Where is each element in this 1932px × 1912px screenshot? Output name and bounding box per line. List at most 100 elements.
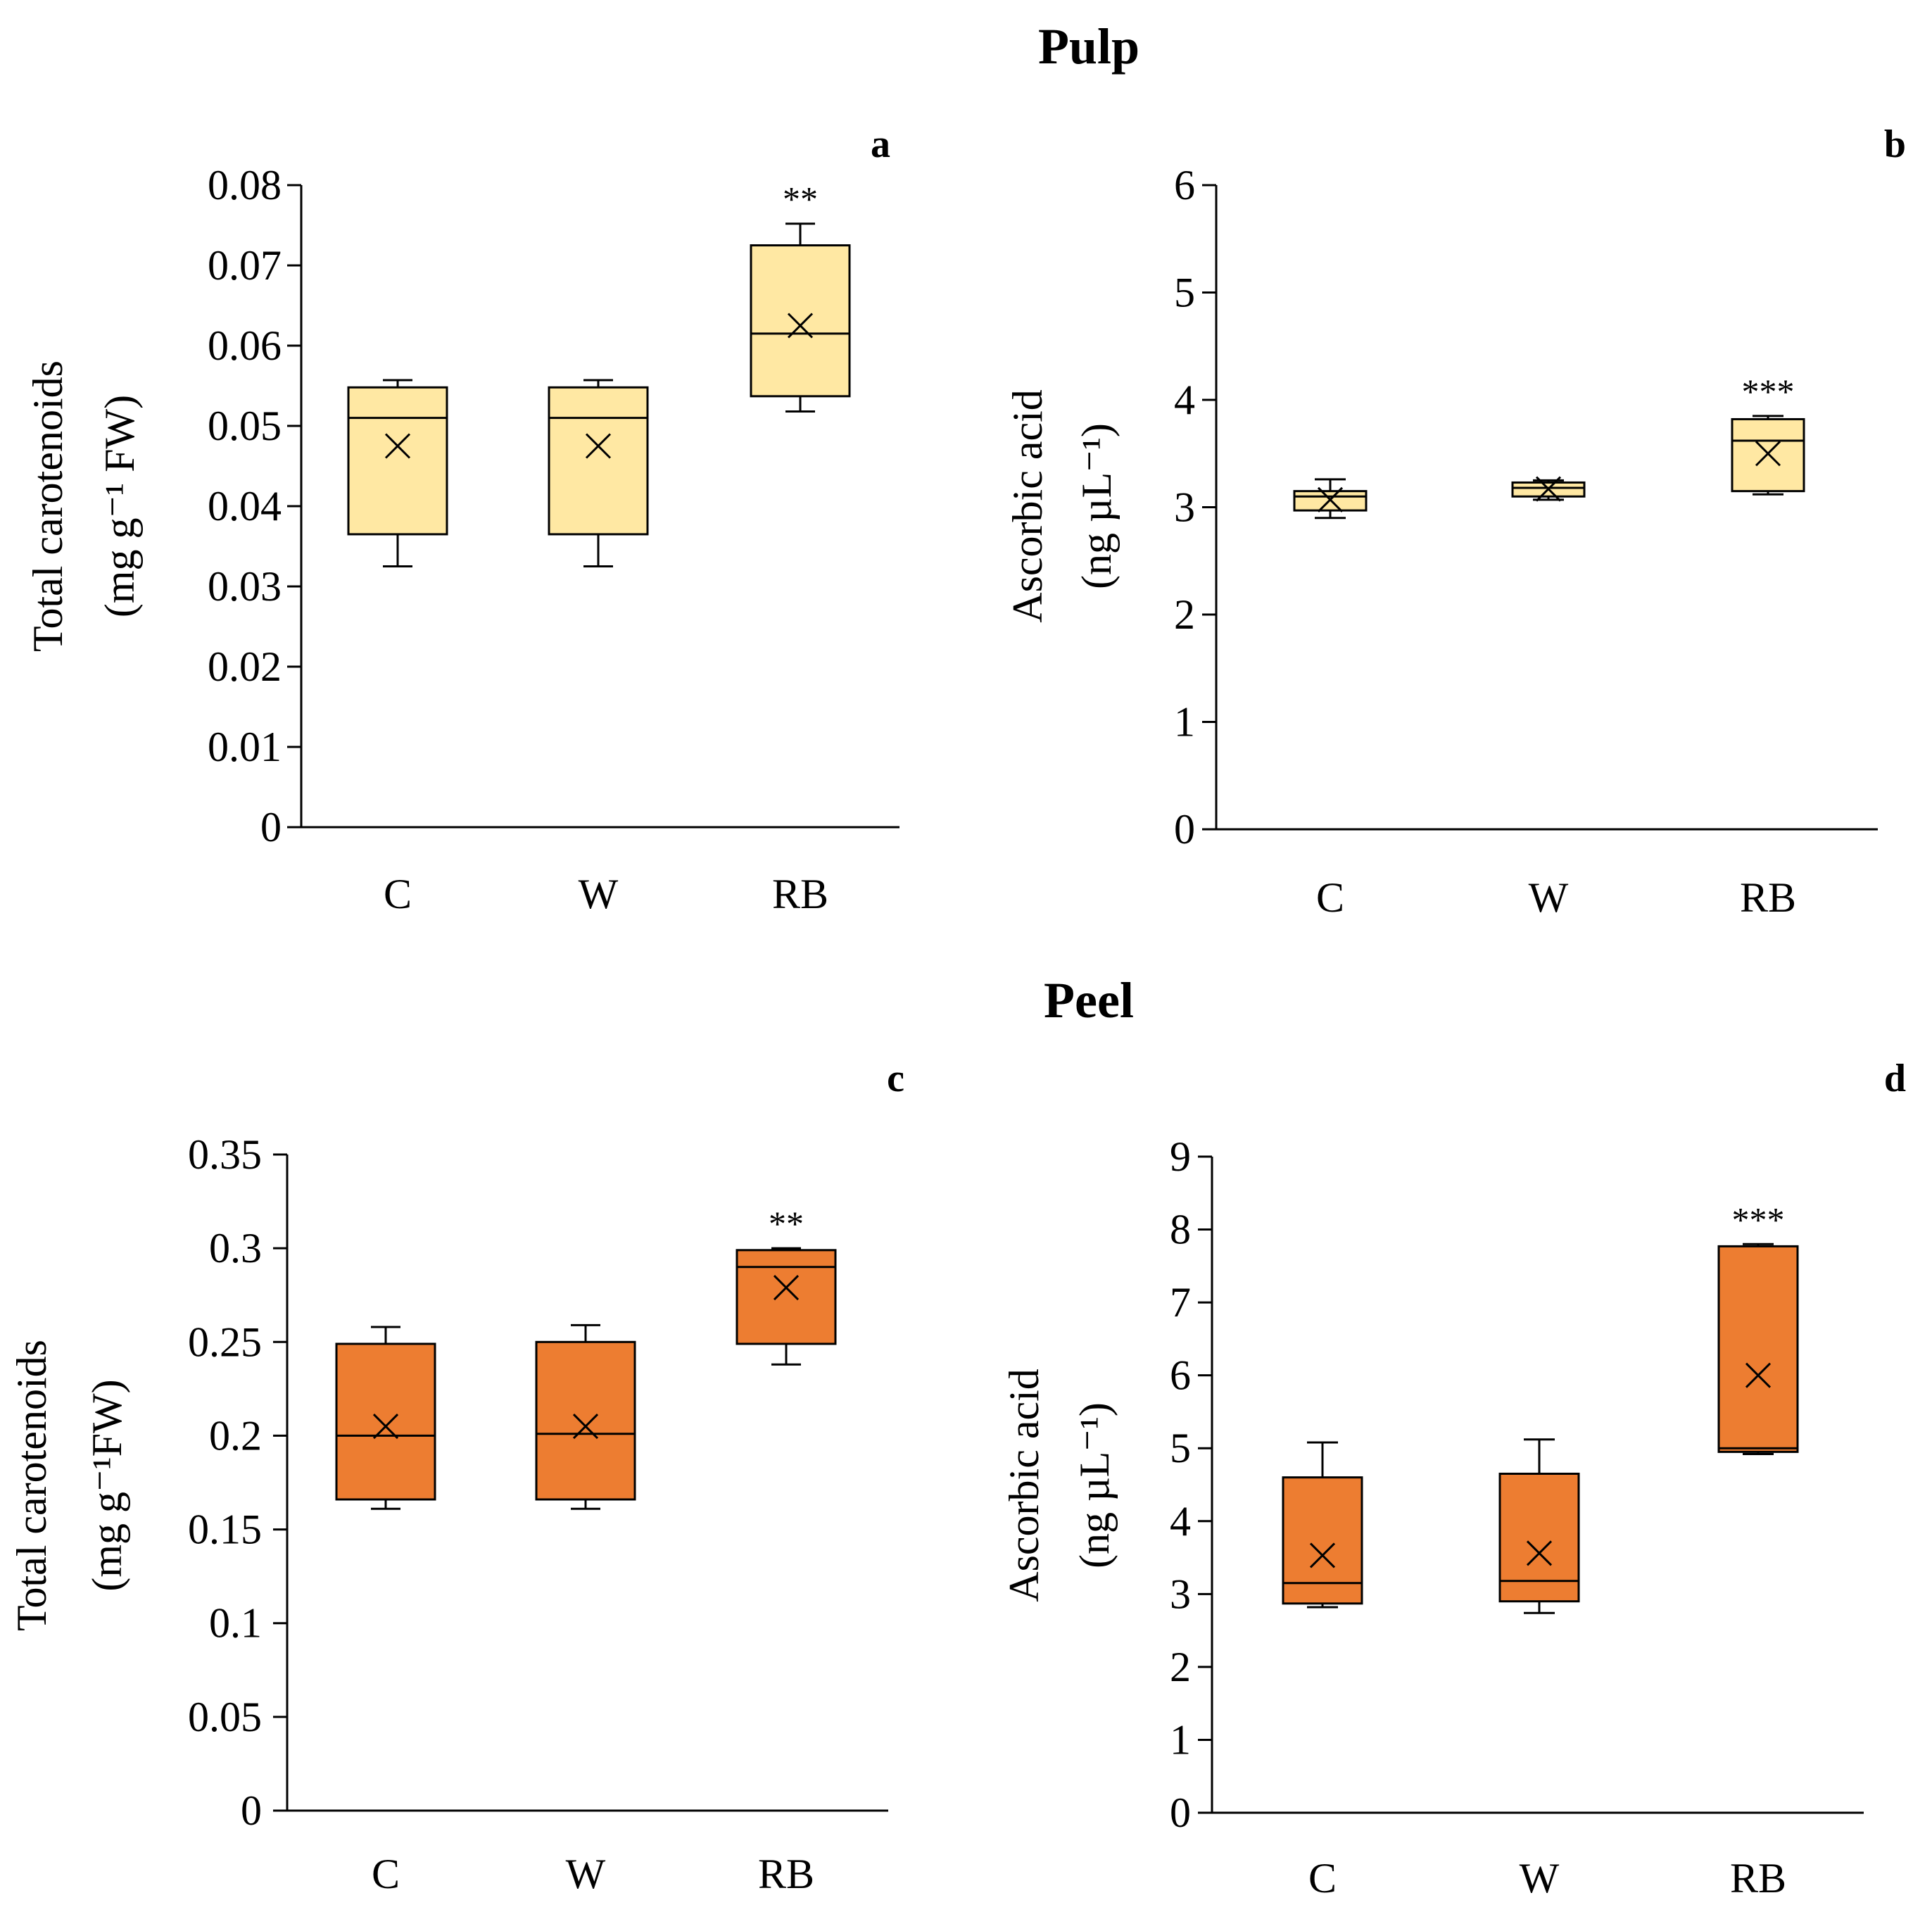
y-axis-label: Total carotenoids (25, 360, 71, 652)
box-c (335, 1326, 436, 1510)
box-c (1293, 478, 1368, 520)
mean-marker (1526, 1540, 1553, 1566)
mean-marker-stroke (787, 313, 814, 339)
y-tick-label: 0 (1170, 1790, 1191, 1836)
box-rb: ** (735, 1204, 837, 1366)
y-tick-label: 5 (1170, 1425, 1191, 1471)
mean-marker (372, 1414, 399, 1440)
mean-marker (572, 1414, 599, 1440)
y-tick-label: 2 (1174, 591, 1195, 638)
x-category-label: W (566, 1851, 606, 1897)
iqr-box (535, 1340, 636, 1501)
box-rb: ** (750, 180, 851, 413)
section-title-pulp: Pulp (1038, 18, 1139, 75)
y-tick-label: 5 (1174, 270, 1195, 316)
iqr-box (347, 386, 448, 536)
x-category-label: W (579, 871, 619, 917)
panel-letter: c (887, 1057, 904, 1100)
y-tick-label: 4 (1170, 1498, 1191, 1545)
mean-marker (1309, 1542, 1336, 1568)
box-w (548, 379, 649, 567)
y-tick-label: 4 (1174, 377, 1195, 423)
y-tick-label: 0.06 (208, 322, 282, 369)
mean-marker-stroke (1745, 1362, 1772, 1388)
y-tick-label: 3 (1170, 1571, 1191, 1617)
y-tick-label: 3 (1174, 484, 1195, 531)
mean-marker (384, 433, 411, 459)
x-category-label: RB (758, 1851, 814, 1897)
x-category-label: W (1520, 1855, 1560, 1901)
mean-marker (1755, 441, 1781, 467)
section-title-peel: Peel (1044, 972, 1134, 1029)
panel-letter: a (871, 122, 890, 166)
mean-marker-stroke (1317, 486, 1344, 512)
iqr-box (1731, 417, 1805, 493)
y-tick-label: 0.1 (209, 1600, 262, 1647)
y-axis-unit-label: (ng µL⁻¹) (1073, 423, 1120, 589)
mean-marker (1745, 1362, 1772, 1388)
y-tick-label: 0.03 (208, 563, 282, 610)
y-tick-label: 6 (1174, 162, 1195, 208)
box-w (535, 1323, 636, 1510)
x-category-label: W (1529, 874, 1569, 921)
iqr-box (335, 1342, 436, 1501)
y-tick-label: 0.04 (208, 483, 282, 529)
y-tick-label: 0.02 (208, 643, 282, 690)
mean-marker-stroke (572, 1414, 599, 1440)
mean-marker (1317, 486, 1344, 512)
y-axis-label: Total carotenoids (8, 1340, 55, 1631)
y-tick-label: 0.35 (188, 1131, 262, 1178)
y-tick-label: 0 (241, 1787, 262, 1834)
x-category-label: RB (1730, 1855, 1786, 1901)
x-category-label: RB (772, 871, 828, 917)
y-axis-unit-label: (mg g⁻¹ FW) (96, 395, 143, 617)
box-rb: *** (1731, 372, 1805, 496)
x-category-label: RB (1740, 874, 1796, 921)
iqr-box (750, 244, 851, 398)
y-tick-label: 0 (260, 804, 282, 850)
box-rb: *** (1717, 1200, 1799, 1456)
y-axis-label: Ascorbic acid (1001, 1369, 1047, 1602)
significance-label: ** (769, 1204, 804, 1243)
mean-marker-stroke (773, 1275, 800, 1301)
panel-c-peel-carotenoids: 0 0.05 0.1 0.15 0.2 0.25 0.3 0.35 Total caroteno… (8, 1057, 904, 1897)
y-tick-label: 0 (1174, 806, 1195, 853)
panel-d-peel-ascorbic-acid: 0 1 2 3 4 5 6 7 8 9 Ascorbic acid (ng µL⁻¹) d C W RB *** (1001, 1057, 1906, 1901)
y-tick-label: 0.2 (209, 1412, 262, 1459)
x-category-label: C (1316, 874, 1344, 921)
x-category-label: C (1308, 1855, 1337, 1901)
x-category-label: C (384, 871, 412, 917)
y-axis-unit-label: (ng µL⁻¹) (1071, 1402, 1118, 1568)
mean-marker (773, 1275, 800, 1301)
panel-letter: d (1884, 1057, 1906, 1100)
y-tick-label: 0.07 (208, 242, 282, 289)
box-c (347, 379, 448, 567)
iqr-box (1717, 1245, 1799, 1453)
mean-marker (585, 433, 612, 459)
significance-label: *** (1742, 372, 1795, 411)
significance-label: *** (1732, 1200, 1785, 1239)
y-tick-label: 2 (1170, 1644, 1191, 1690)
mean-marker-stroke (1309, 1542, 1336, 1568)
significance-label: ** (783, 180, 818, 219)
y-axis-unit-label: (mg g⁻¹FW) (84, 1379, 130, 1591)
mean-marker-stroke (1755, 441, 1781, 467)
y-tick-label: 0.3 (209, 1225, 262, 1271)
iqr-box (1498, 1472, 1580, 1603)
y-axis-label: Ascorbic acid (1004, 389, 1051, 623)
panel-b-pulp-ascorbic-acid: 0 1 2 3 4 5 6 Ascorbic acid (ng µL⁻¹) b C W RB *** (1004, 122, 1906, 921)
iqr-box (1282, 1476, 1363, 1605)
y-tick-label: 0.08 (208, 162, 282, 208)
x-category-label: C (372, 1851, 400, 1897)
y-tick-label: 1 (1170, 1716, 1191, 1763)
mean-marker-stroke (585, 433, 612, 459)
y-tick-label: 0.15 (188, 1507, 262, 1553)
box-w (1498, 1438, 1580, 1614)
panel-a-pulp-carotenoids: 0 0.01 0.02 0.03 0.04 0.05 0.06 0.07 0.08 Total c… (25, 122, 899, 917)
y-tick-label: 9 (1170, 1133, 1191, 1180)
y-tick-label: 6 (1170, 1352, 1191, 1399)
y-tick-label: 0.05 (208, 403, 282, 449)
panel-letter: b (1884, 122, 1906, 166)
y-tick-label: 0.01 (208, 724, 282, 770)
